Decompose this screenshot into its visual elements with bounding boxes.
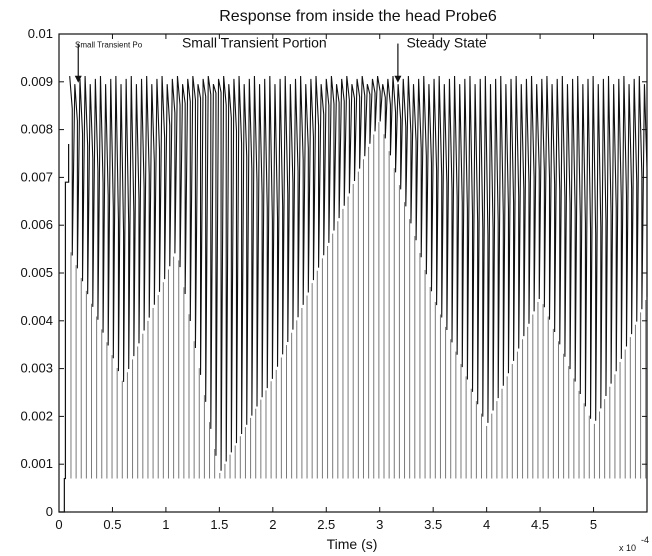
y-tick-label: 0.001 xyxy=(20,456,53,471)
x-tick-label: 4.5 xyxy=(531,517,549,532)
series-lower-lines xyxy=(70,122,647,479)
annotation-label: Small Transient Po xyxy=(75,41,143,50)
x-tick-label: 1 xyxy=(162,517,169,532)
x-tick-label: 3.5 xyxy=(424,517,442,532)
x-tick-label: 1.5 xyxy=(210,517,228,532)
y-tick-label: 0.007 xyxy=(20,169,53,184)
x-tick-label: 3 xyxy=(376,517,383,532)
y-tick-label: 0.004 xyxy=(20,313,53,328)
x-axis-label: Time (s) xyxy=(327,536,378,552)
y-tick-label: 0.005 xyxy=(20,265,53,280)
annotation-label: Small Transient Portion xyxy=(182,35,327,51)
x-axis-multiplier: x 10 xyxy=(619,543,636,553)
chart-title: Response from inside the head Probe6 xyxy=(219,8,497,25)
y-tick-label: 0.009 xyxy=(20,74,53,89)
x-axis-multiplier-exponent: -4 xyxy=(641,535,649,545)
annotation-arrow-head xyxy=(394,75,402,83)
y-tick-label: 0.003 xyxy=(20,361,53,376)
x-tick-label: 0.5 xyxy=(103,517,121,532)
x-tick-label: 5 xyxy=(590,517,597,532)
x-tick-label: 2 xyxy=(269,517,276,532)
x-tick-label: 2.5 xyxy=(317,517,335,532)
y-tick-label: 0 xyxy=(46,504,53,519)
series-line xyxy=(69,75,648,471)
y-axis: 0 0.001 0.002 0.003 0.004 0.005 0.006 0.007 0.00… xyxy=(20,26,647,519)
annotation-arrow-head xyxy=(74,75,82,83)
y-tick-label: 0.002 xyxy=(20,408,53,423)
x-axis: 0 0.5 1 1.5 2 2.5 3 3.5 4 4.5 5 xyxy=(55,34,597,532)
x-tick-label: 4 xyxy=(483,517,490,532)
annotations: Small Transient Po Small Transient Portio… xyxy=(74,35,487,83)
y-tick-label: 0.008 xyxy=(20,122,53,137)
annotation-label: Steady State xyxy=(406,35,486,51)
y-tick-label: 0.01 xyxy=(28,26,53,41)
y-tick-label: 0.006 xyxy=(20,217,53,232)
x-tick-label: 0 xyxy=(55,517,62,532)
